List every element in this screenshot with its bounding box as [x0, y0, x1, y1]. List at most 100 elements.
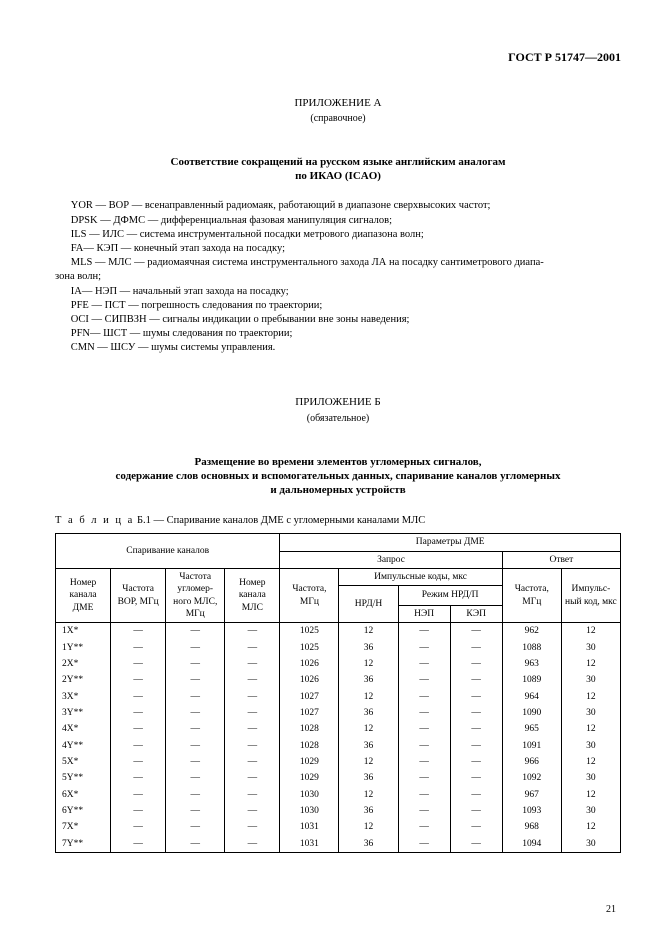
table-cell: — — [225, 640, 280, 656]
table-cell: — — [398, 721, 450, 737]
table-row: 5Y**———102936——109230 — [56, 770, 621, 786]
appendix-b-heading: Размещение во времени элементов угломерн… — [55, 455, 621, 498]
table-cell: — — [166, 721, 225, 737]
col-freq-vor: Частота ВОР, МГц — [111, 568, 166, 622]
table-cell: 1025 — [280, 623, 339, 640]
table-cell: 4X* — [56, 721, 111, 737]
table-cell: 1029 — [280, 754, 339, 770]
table-cell: 1028 — [280, 738, 339, 754]
table-cell: 36 — [339, 640, 398, 656]
table-cell: 5Y** — [56, 770, 111, 786]
abbr-line: MLS — МЛС — радиомаячная система инструм… — [55, 256, 621, 270]
table-cell: 12 — [561, 787, 620, 803]
table-cell: 30 — [561, 803, 620, 819]
table-cell: — — [450, 672, 502, 688]
table-cell: — — [450, 787, 502, 803]
table-cell: 1031 — [280, 819, 339, 835]
table-cell: 36 — [339, 705, 398, 721]
table-cell: 968 — [502, 819, 561, 835]
table-cell: 12 — [339, 787, 398, 803]
table-row: 6X*———103012——96712 — [56, 787, 621, 803]
table-cell: 12 — [561, 721, 620, 737]
table-cell: 12 — [339, 623, 398, 640]
table-cell: 6Y** — [56, 803, 111, 819]
table-cell: — — [225, 672, 280, 688]
col-resp-freq: Частота, МГц — [502, 568, 561, 622]
table-row: 3X*———102712——96412 — [56, 689, 621, 705]
table-cell: 12 — [561, 819, 620, 835]
table-cell: 12 — [339, 656, 398, 672]
table-body: 1X*———102512——962121Y**———102536——108830… — [56, 623, 621, 853]
table-cell: — — [450, 721, 502, 737]
table-cell: — — [166, 836, 225, 853]
table-cell: — — [111, 787, 166, 803]
table-cell: — — [111, 672, 166, 688]
table-cell: 1025 — [280, 640, 339, 656]
table-cell: 1026 — [280, 672, 339, 688]
table-cell: 964 — [502, 689, 561, 705]
table-cell: 1027 — [280, 705, 339, 721]
table-cell: 36 — [339, 672, 398, 688]
table-cell: — — [166, 738, 225, 754]
table-cell: 1030 — [280, 803, 339, 819]
abbr-line: зона волн; — [55, 270, 621, 284]
table-cell: 30 — [561, 836, 620, 853]
table-cell: 12 — [339, 819, 398, 835]
table-cell: — — [450, 738, 502, 754]
col-freq-ang: Частота угломер- ного МЛС, МГц — [166, 568, 225, 622]
table-cell: 36 — [339, 803, 398, 819]
table-cell: — — [111, 738, 166, 754]
table-cell: — — [225, 770, 280, 786]
table-cell: — — [166, 689, 225, 705]
table-cell: — — [398, 787, 450, 803]
table-cell: — — [450, 689, 502, 705]
table-cell: — — [398, 803, 450, 819]
table-cell: 4Y** — [56, 738, 111, 754]
table-cell: — — [225, 754, 280, 770]
table-cell: — — [398, 738, 450, 754]
appendix-a-heading: Соответствие сокращений на русском языке… — [55, 155, 621, 184]
table-row: 6Y**———103036——109330 — [56, 803, 621, 819]
document-id: ГОСТ Р 51747—2001 — [55, 50, 621, 66]
table-cell: 7Y** — [56, 836, 111, 853]
table-cell: 30 — [561, 640, 620, 656]
table-cell: 12 — [561, 754, 620, 770]
table-cell: 1090 — [502, 705, 561, 721]
table-cell: 1092 — [502, 770, 561, 786]
table-caption: Т а б л и ц а Б.1 — Спаривание каналов Д… — [55, 514, 621, 528]
table-cell: 1028 — [280, 721, 339, 737]
table-cell: 1091 — [502, 738, 561, 754]
table-cell: 36 — [339, 836, 398, 853]
table-cell: — — [225, 705, 280, 721]
table-cell: — — [450, 803, 502, 819]
table-cell: 36 — [339, 770, 398, 786]
heading-line: Размещение во времени элементов угломерн… — [195, 456, 482, 468]
table-cell: — — [450, 770, 502, 786]
table-row: 5X*———102912——96612 — [56, 754, 621, 770]
table-cell: 1X* — [56, 623, 111, 640]
table-cell: 967 — [502, 787, 561, 803]
table-cell: 963 — [502, 656, 561, 672]
table-cell: 3Y** — [56, 705, 111, 721]
col-ch-mls: Номер канала МЛС — [225, 568, 280, 622]
table-cell: — — [398, 754, 450, 770]
col-nrd-n: НРД/Н — [339, 586, 398, 623]
table-cell: — — [166, 754, 225, 770]
table-cell: — — [225, 803, 280, 819]
table-cell: 30 — [561, 738, 620, 754]
table-cell: 12 — [561, 656, 620, 672]
table-row: 4Y**———102836——109130 — [56, 738, 621, 754]
abbr-line: PFN— ШСТ — шумы следования по траектории… — [55, 327, 621, 341]
table-cell: 6X* — [56, 787, 111, 803]
table-cell: — — [166, 770, 225, 786]
abbr-line: CMN — ШСУ — шумы системы управления. — [55, 341, 621, 355]
table-cell: 1093 — [502, 803, 561, 819]
col-kep: КЭП — [450, 605, 502, 622]
table-cell: — — [111, 754, 166, 770]
col-pairing: Спаривание каналов — [56, 534, 280, 569]
table-cell: — — [111, 770, 166, 786]
col-nep: НЭП — [398, 605, 450, 622]
table-cell: — — [111, 689, 166, 705]
table-cell: — — [111, 836, 166, 853]
table-cell: — — [225, 721, 280, 737]
